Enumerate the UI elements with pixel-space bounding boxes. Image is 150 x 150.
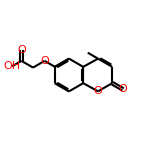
- Text: O: O: [40, 56, 49, 66]
- Text: OH: OH: [4, 61, 21, 71]
- Text: O: O: [119, 84, 128, 94]
- Text: O: O: [94, 86, 102, 96]
- Text: O: O: [17, 45, 26, 55]
